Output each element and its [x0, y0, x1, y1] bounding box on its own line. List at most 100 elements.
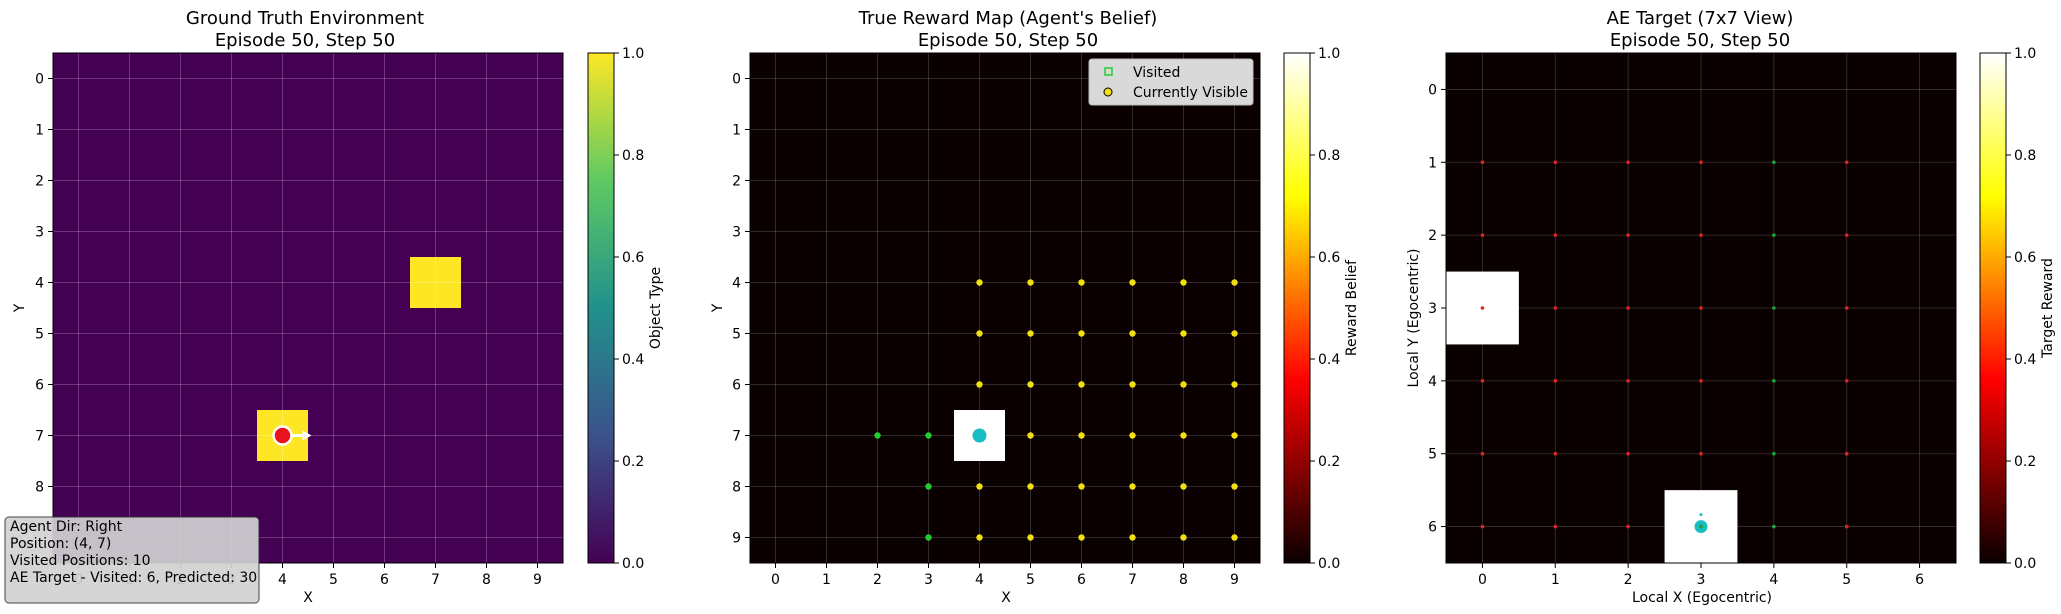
- p2-background: [750, 53, 1260, 563]
- p2-frame: [749, 52, 1261, 564]
- panel3-title-line2: Episode 50, Step 50: [1610, 30, 1790, 51]
- p2-ytick-label: 4: [732, 276, 741, 292]
- legend-visible-marker: [1103, 87, 1113, 97]
- p2-agent-marker: [972, 428, 987, 443]
- p1-colorbar-gradient: [587, 52, 615, 564]
- p2-visible-point: [1129, 381, 1136, 388]
- legend-visited-marker: [1104, 67, 1113, 76]
- p2-visible-point: [1027, 330, 1034, 337]
- panel2-legend: Visited Currently Visible: [1088, 58, 1254, 106]
- p2-visible-point: [1231, 330, 1238, 337]
- p3-ytick-label: 1: [1428, 155, 1437, 171]
- p3-cell-dot: [1626, 306, 1630, 310]
- p2-visible-point: [1129, 432, 1136, 439]
- p3-cell-dot: [1553, 379, 1558, 383]
- p2-visible-point: [1027, 534, 1034, 541]
- p3-cell-dot: [1844, 233, 1849, 237]
- panel2-colorbar-label: Reward Belief: [1344, 259, 1360, 356]
- p3-cell-dot: [1772, 524, 1776, 529]
- p2-visible-point: [1231, 432, 1238, 439]
- panel2-ylabel: Y: [710, 303, 726, 313]
- p3-xtick-label: 3: [1697, 572, 1706, 588]
- p1-ytick-label: 5: [35, 327, 44, 343]
- info-line-direction: Agent Dir: Right: [10, 519, 123, 535]
- p2-ytick-label: 1: [732, 123, 741, 139]
- p2-xtick-label: 4: [975, 572, 984, 588]
- p3-colorbar-tick-label: 1.0: [2014, 46, 2036, 62]
- p2-ytick-label: 5: [732, 327, 741, 343]
- p1-object-cell: [410, 257, 461, 308]
- p3-cell-dot: [1844, 160, 1849, 165]
- p3-cell-dot: [1480, 524, 1485, 529]
- p3-cell-dot: [1553, 160, 1558, 165]
- p3-xtick-label: 2: [1624, 572, 1633, 588]
- p3-colorbar-tick-label: 0.2: [2014, 454, 2036, 470]
- p2-visible-point: [1231, 279, 1238, 286]
- panel2-colorbar: 0.0 0.2 0.4 0.6 0.8 1.0: [1283, 46, 1340, 572]
- p3-cell-dot: [1480, 379, 1485, 383]
- p2-xtick-label: 0: [771, 572, 780, 588]
- p2-visible-point: [1078, 279, 1085, 286]
- p3-ytick-label: 3: [1428, 301, 1437, 317]
- p2-visible-point: [1078, 534, 1085, 541]
- panel-ae-target: AE Target (7x7 View) Episode 50, Step 50…: [1406, 8, 2056, 606]
- info-line-visited: Visited Positions: 10: [10, 553, 151, 569]
- p1-ytick-label: 7: [35, 429, 44, 445]
- info-line-position: Position: (4, 7): [10, 536, 111, 552]
- p2-visible-point: [1027, 279, 1034, 286]
- p2-visible-point: [1180, 279, 1187, 286]
- panel3-colorbar-label: Target Reward: [2040, 258, 2056, 359]
- legend-visited-label: Visited: [1133, 65, 1180, 81]
- p2-visible-point: [976, 534, 983, 541]
- p2-xtick-label: 7: [1128, 572, 1137, 588]
- p3-agent-heading: [1699, 513, 1703, 517]
- p2-visible-point: [1129, 330, 1136, 337]
- p2-xtick-label: 5: [1026, 572, 1035, 588]
- panel1-title-line1: Ground Truth Environment: [186, 8, 424, 29]
- p2-visible-point: [1231, 534, 1238, 541]
- p3-cell-dot: [1772, 451, 1776, 456]
- p3-cell-dot: [1844, 379, 1849, 383]
- p1-xtick-label: 4: [278, 572, 287, 588]
- p1-frame: [52, 52, 564, 564]
- p2-visible-point: [1180, 330, 1187, 337]
- p2-ytick-label: 7: [732, 429, 741, 445]
- p3-colorbar-gradient: [1979, 52, 2007, 564]
- panel2-xlabel: X: [1001, 590, 1011, 606]
- p2-visible-point: [976, 483, 983, 490]
- p2-visible-point: [1078, 381, 1085, 388]
- p3-cell-dot: [1626, 524, 1630, 529]
- p2-colorbar-gradient: [1283, 52, 1311, 564]
- panel-reward-map: True Reward Map (Agent's Belief) Episode…: [710, 8, 1360, 606]
- p1-xtick-label: 5: [329, 572, 338, 588]
- p1-agent-marker: [272, 425, 293, 446]
- p2-colorbar-tick-label: 0.4: [1318, 352, 1340, 368]
- p1-ytick-label: 6: [35, 378, 44, 394]
- p2-xtick-label: 1: [822, 572, 831, 588]
- p2-visible-point: [1180, 381, 1187, 388]
- p1-xtick-label: 6: [380, 572, 389, 588]
- p3-xtick-label: 0: [1478, 572, 1487, 588]
- panel3-ylabel: Local Y (Egocentric): [1406, 249, 1422, 388]
- p3-cell-dot: [1772, 306, 1776, 310]
- p2-xtick-label: 9: [1230, 572, 1239, 588]
- p3-cell-dot: [1699, 160, 1703, 165]
- p3-cell-dot: [1480, 306, 1485, 310]
- p2-ytick-label: 9: [732, 531, 741, 547]
- p1-ytick-label: 8: [35, 480, 44, 496]
- p2-visited-point: [925, 483, 932, 490]
- p3-cell-dot: [1553, 451, 1558, 456]
- p1-background: [53, 53, 563, 563]
- p1-colorbar-tick-label: 0.8: [622, 148, 644, 164]
- p2-visible-point: [1078, 483, 1085, 490]
- p2-visited-point: [874, 432, 881, 439]
- p1-xtick-label: 8: [482, 572, 491, 588]
- p1-colorbar-tick-label: 0.2: [622, 454, 644, 470]
- p2-visible-point: [1027, 483, 1034, 490]
- p2-visible-point: [976, 279, 983, 286]
- p2-visible-point: [1078, 330, 1085, 337]
- p2-colorbar-tick-label: 0.8: [1318, 148, 1340, 164]
- p3-cell-dot: [1699, 379, 1703, 383]
- p3-agent-center: [1699, 524, 1703, 529]
